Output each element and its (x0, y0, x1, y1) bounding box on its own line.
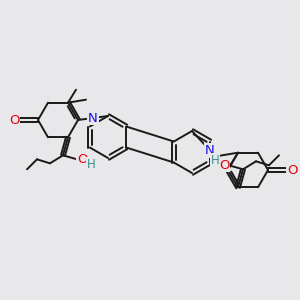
Text: H: H (211, 154, 219, 167)
Text: N: N (205, 144, 215, 157)
Text: O: O (287, 164, 297, 176)
Text: O: O (77, 153, 87, 166)
Text: N: N (88, 112, 98, 124)
Text: H: H (87, 158, 95, 171)
Text: O: O (219, 159, 229, 172)
Text: O: O (9, 113, 19, 127)
